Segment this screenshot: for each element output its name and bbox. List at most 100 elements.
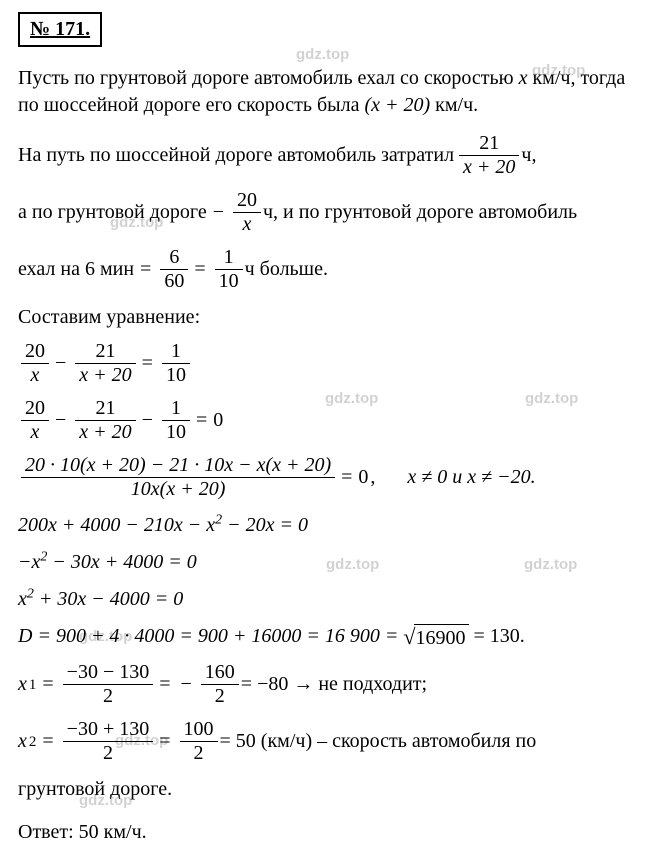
paragraph-4: ехал на 6 мин = 6 60 = 1 10 ч больше. (18, 247, 645, 292)
numerator: 21 (75, 398, 135, 421)
equals: = (192, 407, 211, 434)
equals: = (155, 728, 174, 755)
text: = 130. (469, 625, 525, 647)
fraction: 20 x (21, 398, 49, 443)
fraction: 160 2 (201, 662, 239, 707)
minus: − (138, 407, 157, 434)
paragraph-5: Составим уравнение: (18, 304, 645, 331)
fraction: 6 60 (160, 247, 188, 292)
numerator: 20 · 10(x + 20) − 21 · 10x − x(x + 20) (21, 455, 335, 478)
denominator: 2 (201, 685, 239, 707)
equals: = (38, 671, 57, 698)
paragraph-2: На путь по шоссейной дороге автомобиль з… (18, 133, 645, 178)
fraction: 1 10 (162, 341, 190, 386)
sq: 2 (27, 586, 34, 601)
fraction: 21 x + 20 (459, 133, 519, 178)
text: ч больше. (245, 256, 328, 283)
answer: Ответ: 50 км/ч. (18, 819, 645, 846)
paragraph-3: а по грунтовой дороге − 20 x ч, и по гру… (18, 190, 645, 235)
equation-1: 20 x − 21 x + 20 = 1 10 (18, 341, 645, 386)
denominator: x (21, 364, 49, 386)
text: На путь по шоссейной дороге автомобиль з… (18, 142, 454, 169)
x2-line: x 2 = −30 + 130 2 = 100 2 = 50 (км/ч) – с… (18, 719, 645, 764)
equation-2: 20 x − 21 x + 20 − 1 10 = 0 (18, 398, 645, 443)
x2-cont: грунтовой дороге. (18, 776, 645, 803)
numerator: 21 (75, 341, 135, 364)
text: −x (18, 551, 40, 573)
text: = 50 (км/ч) – скорость автомобиля по (220, 728, 537, 755)
denominator: 10 (162, 364, 190, 386)
text: = −80 → не подходит; (241, 671, 427, 698)
text: ч, (521, 142, 536, 169)
denominator: 2 (63, 742, 154, 764)
fraction: 20 x (21, 341, 49, 386)
equals: = (190, 256, 209, 283)
constraint: x ≠ 0 и x ≠ −20. (407, 464, 535, 491)
paragraph-1: Пусть по грунтовой дороге автомобиль еха… (18, 65, 645, 119)
denominator: 10 (162, 421, 190, 443)
text: Пусть по грунтовой дороге автомобиль еха… (18, 67, 519, 89)
numerator: 21 (459, 133, 519, 156)
denominator: x (21, 421, 49, 443)
numerator: 160 (201, 662, 239, 685)
x-var: x (18, 671, 27, 698)
minus: − (209, 199, 228, 226)
fraction: 20 x (233, 190, 261, 235)
equation-expand: 200x + 4000 − 210x − x2 − 20x = 0 (18, 512, 645, 539)
text: ч, и по грунтовой дороге автомобиль (263, 199, 577, 226)
text: + 30x − 4000 = 0 (34, 588, 183, 610)
minus: − (51, 350, 70, 377)
zero: 0 (213, 407, 223, 434)
equals: = (136, 256, 155, 283)
x-var: x (18, 728, 27, 755)
denominator: x + 20 (75, 364, 135, 386)
text: а по грунтовой дороге (18, 199, 207, 226)
fraction: −30 + 130 2 (63, 719, 154, 764)
numerator: 1 (162, 398, 190, 421)
equals: = (38, 728, 57, 755)
numerator: 20 (21, 341, 49, 364)
equation-pos: x2 + 30x − 4000 = 0 (18, 586, 645, 613)
text: x (18, 588, 27, 610)
denominator: 2 (63, 685, 154, 707)
text: ехал на 6 мин (18, 256, 134, 283)
minus: − (51, 407, 70, 434)
numerator: 20 (233, 190, 261, 213)
denominator: 60 (160, 270, 188, 292)
fraction: 1 10 (162, 398, 190, 443)
fraction-big: 20 · 10(x + 20) − 21 · 10x − x(x + 20) 1… (21, 455, 335, 500)
equals: = (337, 464, 356, 491)
fraction: −30 − 130 2 (63, 662, 154, 707)
numerator: 1 (162, 341, 190, 364)
text: км/ч. (430, 94, 478, 116)
fraction: 21 x + 20 (75, 341, 135, 386)
fraction: 21 x + 20 (75, 398, 135, 443)
problem-number: № 171. (18, 12, 102, 47)
denominator: 10x(x + 20) (21, 478, 335, 500)
denominator: x (233, 213, 261, 235)
denominator: x + 20 (75, 421, 135, 443)
fraction: 1 10 (215, 247, 243, 292)
text: − 20x = 0 (222, 514, 308, 536)
text: − 30x + 4000 = 0 (47, 551, 196, 573)
numerator: 20 (21, 398, 49, 421)
equals: = (155, 671, 174, 698)
numerator: −30 + 130 (63, 719, 154, 742)
minus: − (177, 671, 196, 698)
x1-line: x1 = −30 − 130 2 = − 160 2 = −80 → не по… (18, 662, 645, 707)
zero: 0 (358, 464, 368, 491)
problem-number-box: № 171. (18, 12, 645, 65)
sqrt: √16900 (403, 624, 468, 652)
radical-icon: √ (403, 626, 415, 654)
equation-neg: −x2 − 30x + 4000 = 0 (18, 549, 645, 576)
text: D = 900 + 4 · 4000 = 900 + 16000 = 16 90… (18, 625, 403, 647)
discriminant-line: D = 900 + 4 · 4000 = 900 + 16000 = 16 90… (18, 623, 645, 652)
denominator: x + 20 (459, 156, 519, 178)
denominator: 10 (215, 270, 243, 292)
page: № 171. Пусть по грунтовой дороге автомоб… (0, 0, 663, 856)
numerator: 6 (160, 247, 188, 270)
equation-3: 20 · 10(x + 20) − 21 · 10x − x(x + 20) 1… (18, 455, 645, 500)
fraction: 100 2 (180, 719, 218, 764)
numerator: 100 (180, 719, 218, 742)
expr-xp20: (x + 20) (364, 94, 430, 116)
